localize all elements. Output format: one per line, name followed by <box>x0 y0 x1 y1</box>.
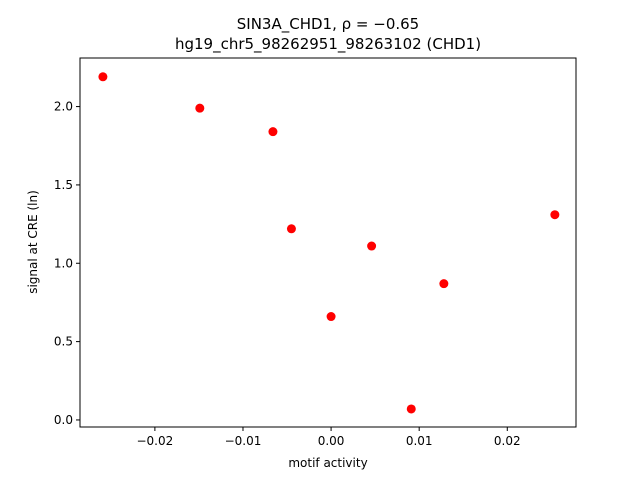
data-point <box>98 72 108 82</box>
plot-area: −0.02 −0.01 0.00 0.01 0.02 0.0 0.5 1.0 1.5 2.0 <box>54 72 560 448</box>
data-point <box>367 241 377 251</box>
x-tick-label: −0.02 <box>136 434 173 448</box>
x-tick-label: 0.02 <box>494 434 521 448</box>
data-point <box>326 312 336 322</box>
x-tick-label: 0.01 <box>406 434 433 448</box>
y-axis-label: signal at CRE (ln) <box>26 190 40 294</box>
data-point <box>286 224 296 234</box>
y-tick-label: 1.0 <box>54 256 73 270</box>
data-point <box>268 127 278 137</box>
y-tick-label: 1.5 <box>54 178 73 192</box>
axes-frame <box>79 57 577 428</box>
data-point <box>195 103 205 113</box>
chart-title-line2: hg19_chr5_98262951_98263102 (CHD1) <box>175 35 481 54</box>
x-tick-label: 0.00 <box>318 434 345 448</box>
data-point <box>550 210 560 220</box>
data-point <box>406 404 416 414</box>
x-axis-label: motif activity <box>288 456 367 470</box>
y-tick-label: 0.5 <box>54 335 73 349</box>
x-tick-label: −0.01 <box>225 434 262 448</box>
y-tick-label: 2.0 <box>54 100 73 114</box>
y-tick-label: 0.0 <box>54 413 73 427</box>
chart-title-line1: SIN3A_CHD1, ρ = −0.65 <box>237 15 419 34</box>
data-point <box>439 279 449 289</box>
